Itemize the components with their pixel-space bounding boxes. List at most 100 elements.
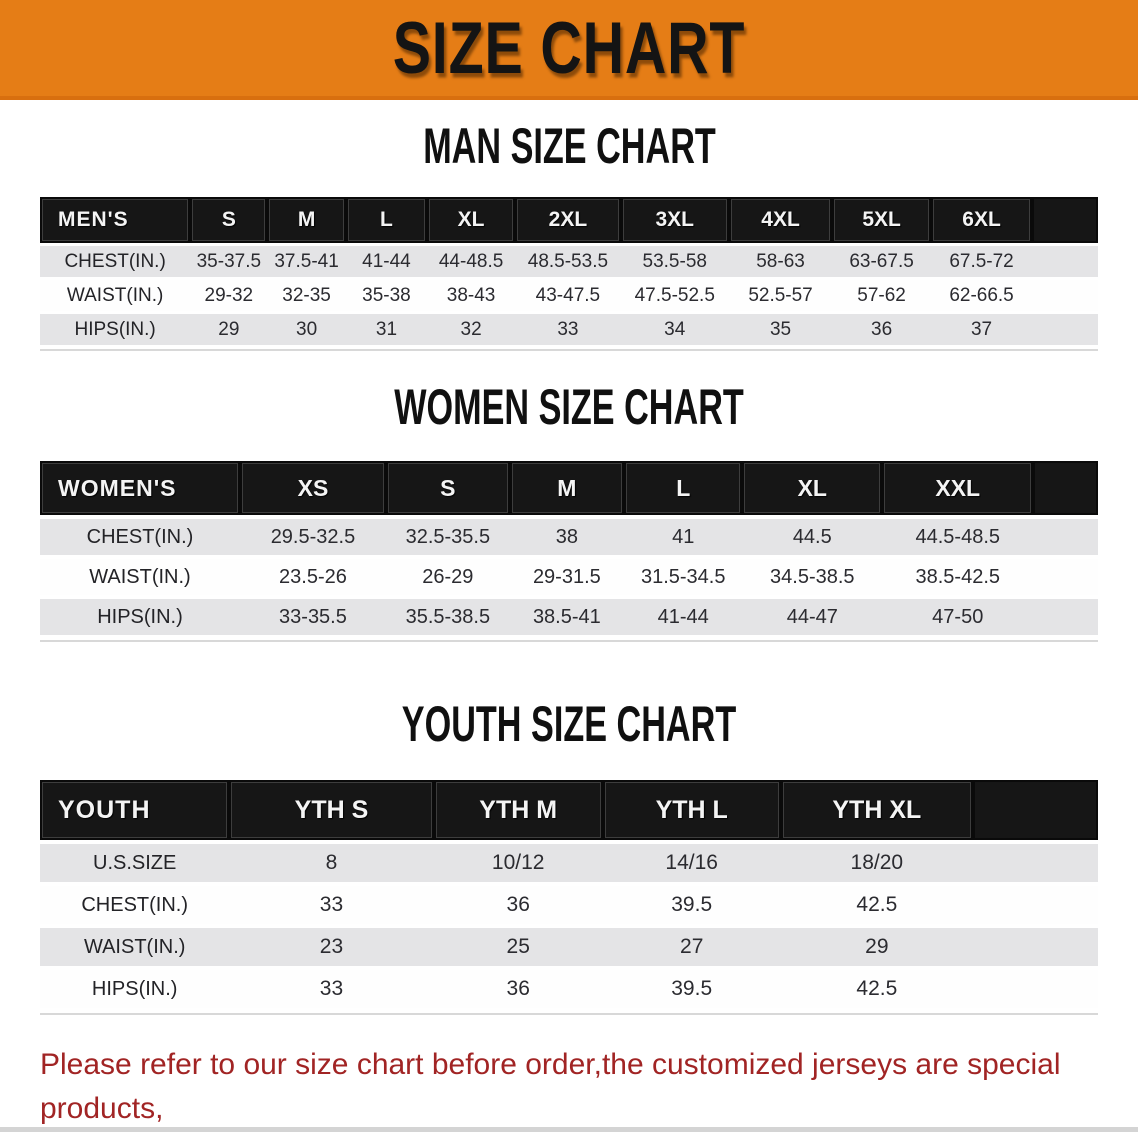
- table-cell: 53.5-58: [642, 250, 707, 272]
- table-cell: 58-63: [756, 250, 805, 272]
- youth-section-heading: YOUTH SIZE CHART: [0, 694, 1138, 752]
- table-row: HIPS(IN.) 33 36 39.5 42.5: [40, 970, 1098, 1008]
- column-header: L: [346, 197, 427, 243]
- youth-header-row: YOUTH YTH S YTH M YTH L YTH XL: [40, 780, 1098, 840]
- women-corner-label: WOMEN'S: [40, 461, 240, 515]
- row-label: HIPS(IN.): [74, 318, 156, 340]
- table-cell: 37: [970, 318, 993, 340]
- table-cell: 67.5-72: [949, 250, 1014, 272]
- row-label: WAIST(IN.): [89, 565, 191, 588]
- column-header: YTH XL: [781, 780, 974, 840]
- table-cell: 38.5-42.5: [915, 565, 1000, 588]
- table-cell: 39.5: [671, 977, 713, 1000]
- table-cell: 38: [555, 525, 578, 548]
- table-cell: 43-47.5: [535, 284, 601, 306]
- table-cell: 14/16: [665, 851, 718, 874]
- banner-title: SIZE CHART: [392, 7, 746, 89]
- women-header-row: WOMEN'S XS S M L XL XXL: [40, 461, 1098, 515]
- column-header: S: [190, 197, 267, 243]
- cell-spacer: [973, 970, 1098, 1008]
- table-cell: 23.5-26: [279, 565, 347, 588]
- table-row: CHEST(IN.) 29.5-32.5 32.5-35.5 38 41 44.…: [40, 519, 1098, 555]
- table-cell: 18/20: [850, 851, 904, 874]
- men-corner-label: MEN'S: [40, 197, 190, 243]
- women-heading-text: WOMEN SIZE CHART: [394, 377, 744, 435]
- column-header: 4XL: [729, 197, 833, 243]
- table-cell: 39.5: [671, 893, 713, 916]
- table-cell: 31.5-34.5: [640, 565, 726, 588]
- table-cell: 29: [218, 318, 240, 340]
- cell-spacer: [1032, 314, 1098, 345]
- cell-spacer: [1033, 559, 1098, 595]
- row-label: WAIST(IN.): [83, 935, 186, 958]
- column-spacer: [973, 780, 1098, 840]
- table-bottom-line: [40, 349, 1098, 351]
- column-header: 2XL: [515, 197, 621, 243]
- table-cell: 41: [672, 525, 695, 548]
- column-header: S: [386, 461, 510, 515]
- men-section-heading: MAN SIZE CHART: [0, 119, 1138, 173]
- column-header: M: [267, 197, 345, 243]
- cell-spacer: [1032, 280, 1098, 311]
- table-cell: 44.5: [792, 525, 832, 548]
- women-section-heading: WOMEN SIZE CHART: [0, 377, 1138, 435]
- table-cell: 30: [296, 318, 318, 340]
- table-cell: 34: [664, 318, 686, 340]
- table-row: U.S.SIZE 8 10/12 14/16 18/20: [40, 844, 1098, 882]
- row-label: CHEST(IN.): [64, 250, 166, 272]
- table-cell: 36: [871, 318, 893, 340]
- cell-spacer: [973, 928, 1098, 966]
- table-cell: 29: [865, 935, 889, 958]
- youth-size-table: YOUTH YTH S YTH M YTH L YTH XL U.S.SIZE …: [40, 776, 1098, 1015]
- order-notice-line1: Please refer to our size chart before or…: [40, 1048, 1061, 1125]
- table-row: WAIST(IN.) 23.5-26 26-29 29-31.5 31.5-34…: [40, 559, 1098, 595]
- table-cell: 33-35.5: [279, 605, 347, 628]
- table-row: HIPS(IN.) 33-35.5 35.5-38.5 38.5-41 41-4…: [40, 599, 1098, 635]
- table-cell: 31: [375, 318, 398, 340]
- column-header: XS: [240, 461, 386, 515]
- column-header: XL: [427, 197, 515, 243]
- table-cell: 26-29: [422, 565, 474, 588]
- table-cell: 44.5-48.5: [915, 525, 1000, 548]
- table-row: CHEST(IN.) 33 36 39.5 42.5: [40, 886, 1098, 924]
- table-row: CHEST(IN.) 35-37.5 37.5-41 41-44 44-48.5…: [40, 246, 1098, 277]
- table-row: HIPS(IN.) 29 30 31 32 33 34 35 36 37: [40, 314, 1098, 345]
- table-cell: 33: [319, 893, 344, 916]
- table-cell: 32.5-35.5: [405, 525, 491, 548]
- table-cell: 42.5: [856, 893, 898, 916]
- table-bottom-line: [40, 640, 1098, 642]
- column-header: L: [624, 461, 742, 515]
- table-cell: 42.5: [856, 977, 898, 1000]
- table-cell: 25: [506, 935, 530, 958]
- row-label: CHEST(IN.): [81, 893, 189, 916]
- youth-heading-text: YOUTH SIZE CHART: [401, 694, 737, 752]
- column-header: YTH M: [434, 780, 603, 840]
- table-cell: 35: [769, 318, 792, 340]
- row-label: CHEST(IN.): [86, 525, 194, 548]
- table-cell: 34.5-38.5: [770, 565, 855, 588]
- column-spacer: [1032, 197, 1098, 243]
- table-cell: 57-62: [857, 284, 906, 306]
- table-cell: 38.5-41: [532, 605, 601, 628]
- table-cell: 29-31.5: [532, 565, 601, 588]
- table-cell: 38-43: [446, 284, 496, 306]
- column-spacer: [1033, 461, 1098, 515]
- table-cell: 35-38: [362, 284, 411, 306]
- table-cell: 63-67.5: [849, 250, 914, 272]
- order-notice: Please refer to our size chart before or…: [40, 1043, 1126, 1132]
- cell-spacer: [1032, 246, 1098, 277]
- cell-spacer: [1033, 599, 1098, 635]
- column-header: 6XL: [931, 197, 1033, 243]
- table-row: WAIST(IN.) 23 25 27 29: [40, 928, 1098, 966]
- table-cell: 41-44: [362, 250, 411, 272]
- table-cell: 35-37.5: [196, 250, 262, 272]
- banner: SIZE CHART: [0, 0, 1138, 100]
- table-cell: 47.5-52.5: [634, 284, 715, 306]
- table-cell: 44-48.5: [438, 250, 504, 272]
- table-cell: 10/12: [491, 851, 545, 874]
- row-label: U.S.SIZE: [93, 851, 177, 874]
- women-size-table: WOMEN'S XS S M L XL XXL CHEST(IN.) 29.5-…: [40, 457, 1098, 642]
- column-header: XXL: [882, 461, 1033, 515]
- column-header: M: [510, 461, 624, 515]
- row-label: WAIST(IN.): [66, 284, 164, 306]
